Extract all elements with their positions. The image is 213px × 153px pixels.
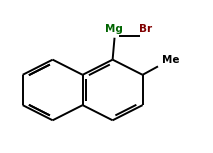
Text: Me: Me <box>162 55 179 65</box>
Text: Mg: Mg <box>105 24 122 34</box>
Text: Br: Br <box>139 24 152 34</box>
